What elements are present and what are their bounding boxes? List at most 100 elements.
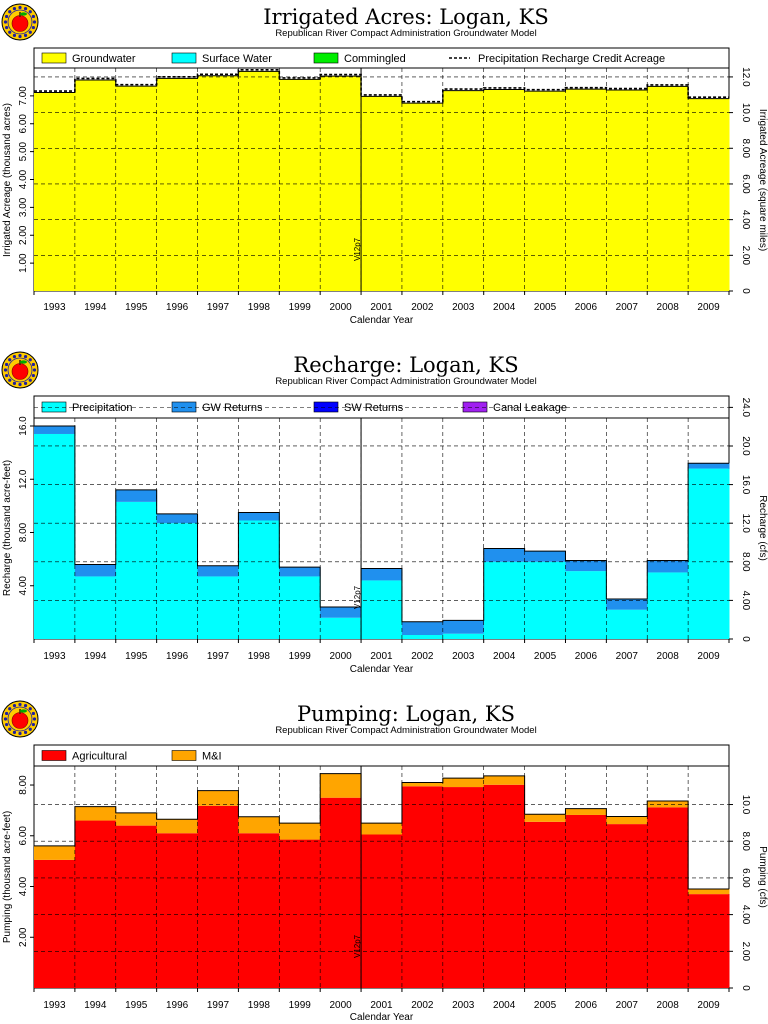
bar-m-i-1996 bbox=[156, 819, 199, 834]
bar-agricultural-2007 bbox=[606, 824, 648, 988]
x-tick-label-2004: 2004 bbox=[493, 651, 516, 662]
logo-ring-dot bbox=[31, 373, 35, 378]
x-tick-label-2007: 2007 bbox=[616, 302, 639, 313]
x-tick-label-1997: 1997 bbox=[207, 302, 230, 313]
bar-groundwater-2009 bbox=[688, 98, 730, 291]
y-right-tick-label: 24.0 bbox=[740, 398, 751, 418]
bar-gw-returns-1997 bbox=[197, 565, 239, 577]
logo-ring-dot bbox=[5, 25, 9, 30]
x-tick-label-2007: 2007 bbox=[616, 1000, 639, 1011]
x-tick-label-1995: 1995 bbox=[125, 302, 148, 313]
x-tick-label-2003: 2003 bbox=[452, 302, 475, 313]
legend-box bbox=[33, 744, 730, 767]
logo-ring-dot bbox=[5, 722, 9, 727]
y-right-tick-label: 20.0 bbox=[740, 436, 751, 456]
x-tick-label-1998: 1998 bbox=[248, 651, 271, 662]
logo-ring-dot bbox=[12, 381, 17, 385]
x-tick-label-2009: 2009 bbox=[697, 1000, 720, 1011]
bar-gw-returns-2004 bbox=[483, 548, 526, 562]
y-right-tick-label: 4.00 bbox=[740, 210, 751, 230]
bar-precipitation-2001 bbox=[361, 580, 403, 639]
bar-gw-returns-2006 bbox=[565, 560, 607, 572]
x-tick-label-1999: 1999 bbox=[289, 651, 312, 662]
logo-apple-stem bbox=[19, 360, 21, 365]
legend-label: Agricultural bbox=[72, 751, 127, 763]
logo-ring-dot bbox=[8, 707, 12, 711]
x-tick-label-2006: 2006 bbox=[575, 302, 598, 313]
logo-ring-dot bbox=[31, 722, 35, 727]
bar-gw-returns-2002 bbox=[401, 621, 444, 636]
bar-groundwater-2000 bbox=[320, 76, 362, 292]
bar-groundwater-1993 bbox=[34, 92, 76, 291]
logo-ring-dot bbox=[31, 14, 35, 19]
logo-ring-dot bbox=[23, 7, 28, 11]
bar-m-i-2000 bbox=[320, 773, 362, 798]
y-axis-label-right: Recharge (cfs) bbox=[757, 495, 768, 561]
logo-ring-dot bbox=[31, 362, 35, 367]
logo-ring-dot bbox=[3, 20, 8, 24]
y-right-tick-label: 12.0 bbox=[740, 513, 751, 533]
legend-label: M&I bbox=[202, 751, 222, 763]
logo-apple-leaf bbox=[20, 12, 27, 16]
chart-subtitle: Republican River Compact Administration … bbox=[275, 725, 536, 736]
x-tick-label-2009: 2009 bbox=[697, 651, 720, 662]
apple-logo-icon bbox=[1, 351, 39, 389]
x-tick-label-2003: 2003 bbox=[452, 1000, 475, 1011]
logo-ring-dot bbox=[28, 707, 32, 711]
x-tick-label-2002: 2002 bbox=[411, 651, 434, 662]
bar-m-i-1998 bbox=[238, 816, 280, 834]
bar-agricultural-2009 bbox=[688, 894, 730, 988]
logo-ring-dot bbox=[28, 10, 32, 14]
chart-title: Pumping: Logan, KS bbox=[297, 702, 515, 726]
bar-agricultural-1993 bbox=[34, 859, 76, 988]
bar-precipitation-1997 bbox=[197, 576, 239, 639]
bar-groundwater-1999 bbox=[279, 79, 321, 292]
bar-agricultural-2005 bbox=[524, 821, 566, 988]
bar-m-i-1993 bbox=[34, 845, 76, 860]
x-tick-label-2000: 2000 bbox=[329, 1000, 352, 1011]
legend-label: GW Returns bbox=[202, 402, 263, 414]
bar-m-i-2007 bbox=[606, 816, 648, 825]
apple-logo-icon bbox=[1, 3, 39, 41]
bar-agricultural-1999 bbox=[279, 839, 321, 988]
precip-credit-line bbox=[34, 69, 729, 103]
bar-precipitation-2009 bbox=[688, 468, 730, 639]
x-tick-label-2001: 2001 bbox=[370, 302, 393, 313]
x-tick-label-2009: 2009 bbox=[697, 302, 720, 313]
bar-m-i-2003 bbox=[442, 778, 485, 788]
bar-m-i-2004 bbox=[483, 775, 526, 785]
bar-agricultural-1998 bbox=[238, 833, 280, 988]
logo-ring-dot bbox=[5, 711, 9, 716]
version-marker-label: V12p7 bbox=[353, 237, 362, 261]
logo-apple bbox=[11, 363, 29, 380]
apple-logo-icon bbox=[1, 700, 39, 738]
logo-ring-dot bbox=[28, 378, 32, 382]
logo-ring-dot bbox=[28, 358, 32, 362]
logo-ring-dot bbox=[23, 33, 28, 37]
logo-ring-dot bbox=[23, 704, 28, 708]
x-tick-label-1999: 1999 bbox=[289, 1000, 312, 1011]
x-tick-label-2000: 2000 bbox=[329, 302, 352, 313]
bar-gw-returns-2003 bbox=[442, 620, 485, 634]
bar-m-i-2006 bbox=[565, 808, 607, 815]
bar-m-i-1999 bbox=[279, 823, 321, 840]
y-tick-label: 6.00 bbox=[18, 826, 29, 846]
x-axis-label: Calendar Year bbox=[350, 315, 414, 326]
y-tick-label: 4.00 bbox=[18, 576, 29, 596]
logo-ring-dot bbox=[28, 727, 32, 731]
legend-swatch bbox=[41, 401, 67, 413]
y-tick-label: 1.00 bbox=[18, 253, 29, 273]
y-tick-label: 7.00 bbox=[18, 86, 29, 106]
logo-ring-dot bbox=[18, 382, 22, 387]
x-tick-label-1999: 1999 bbox=[289, 302, 312, 313]
logo-ring-dot bbox=[12, 355, 17, 359]
logo-ring-dot bbox=[18, 702, 22, 707]
y-tick-label: 8.00 bbox=[18, 775, 29, 795]
y-tick-label: 6.00 bbox=[18, 114, 29, 134]
bar-groundwater-2006 bbox=[565, 89, 607, 291]
chart-title: Recharge: Logan, KS bbox=[293, 353, 518, 377]
logo-ring-dot bbox=[31, 711, 35, 716]
logo-ring-dot bbox=[18, 731, 22, 736]
